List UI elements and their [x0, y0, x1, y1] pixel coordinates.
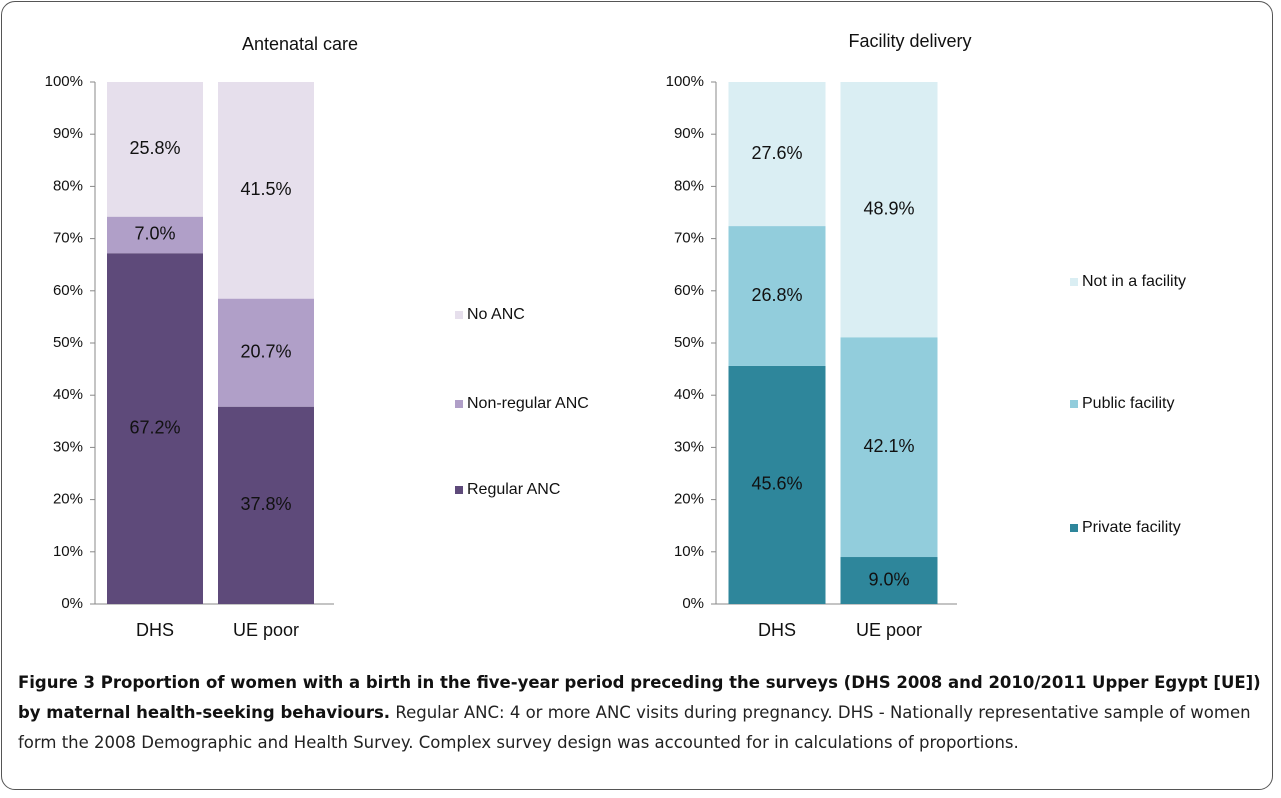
bar-segment — [728, 365, 826, 604]
legend-swatch — [1070, 278, 1078, 286]
data-label: 9.0% — [868, 569, 909, 589]
y-tick-label: 0% — [61, 595, 83, 612]
bar-segment — [107, 216, 203, 254]
y-tick-label: 90% — [53, 125, 83, 142]
y-tick-label: 100% — [45, 73, 83, 90]
bar-segment — [728, 82, 826, 227]
legend-label: Regular ANC — [467, 481, 560, 498]
bar-segment — [728, 226, 826, 366]
charts: Antenatal care 0% 10% 20% 30% 40% 50% 60% 70% 80%… — [45, 31, 1186, 640]
y-tick-label: 100% — [666, 73, 704, 90]
chart-title: Antenatal care — [242, 34, 358, 54]
legend-label: Private facility — [1082, 519, 1181, 536]
caption: Figure 3 Proportion of women with a birt… — [18, 668, 1263, 758]
y-tick-label: 80% — [674, 177, 704, 194]
data-label: 67.2% — [129, 417, 180, 437]
x-tick-label: UE poor — [856, 620, 922, 640]
x-tick-label: UE poor — [233, 620, 299, 640]
y-tick-label: 70% — [674, 230, 704, 247]
y-tick-label: 20% — [53, 491, 83, 508]
legend-swatch — [455, 311, 463, 319]
x-tick-label: DHS — [758, 620, 796, 640]
bar-segment — [218, 298, 314, 407]
y-tick-label: 70% — [53, 230, 83, 247]
y-tick-label: 20% — [674, 491, 704, 508]
y-tick-label: 10% — [674, 543, 704, 560]
caption-text: Regular ANC: 4 or more ANC visits during… — [18, 703, 1251, 752]
data-label: 20.7% — [240, 341, 291, 361]
bar-segment — [840, 557, 938, 604]
bar-segment — [218, 406, 314, 604]
legend-label: Public facility — [1082, 395, 1174, 412]
y-tick-label: 90% — [674, 125, 704, 142]
data-label: 25.8% — [129, 138, 180, 158]
bar-segment — [107, 253, 203, 604]
data-label: 41.5% — [240, 179, 291, 199]
legend-label: No ANC — [467, 306, 525, 323]
y-tick-label: 10% — [53, 543, 83, 560]
x-tick-label: DHS — [136, 620, 174, 640]
y-tick-label: 30% — [53, 438, 83, 455]
y-tick-label: 60% — [53, 282, 83, 299]
legend-label: Not in a facility — [1082, 273, 1186, 290]
legend-swatch — [1070, 400, 1078, 408]
bar-segment — [107, 82, 203, 217]
legend-swatch — [455, 486, 463, 494]
y-tick-label: 40% — [53, 386, 83, 403]
bar-segment — [218, 82, 314, 299]
y-tick-label: 40% — [674, 386, 704, 403]
y-tick-label: 50% — [53, 334, 83, 351]
y-tick-label: 60% — [674, 282, 704, 299]
data-label: 42.1% — [863, 436, 914, 456]
data-label: 27.6% — [751, 143, 802, 163]
y-tick-label: 50% — [674, 334, 704, 351]
y-tick-label: 0% — [682, 595, 704, 612]
bar-segment — [840, 82, 938, 338]
chart-title: Facility delivery — [848, 31, 971, 51]
bar-segment — [840, 337, 938, 558]
legend-swatch — [1070, 524, 1078, 532]
data-label: 7.0% — [134, 224, 175, 244]
y-tick-label: 30% — [674, 438, 704, 455]
data-label: 26.8% — [751, 285, 802, 305]
legend-label: Non-regular ANC — [467, 395, 589, 412]
data-label: 45.6% — [751, 474, 802, 494]
caption-bold: Figure 3 Proportion of women with a birt… — [18, 673, 1261, 722]
data-label: 48.9% — [863, 198, 914, 218]
legend-swatch — [455, 400, 463, 408]
y-tick-label: 80% — [53, 177, 83, 194]
data-label: 37.8% — [240, 494, 291, 514]
